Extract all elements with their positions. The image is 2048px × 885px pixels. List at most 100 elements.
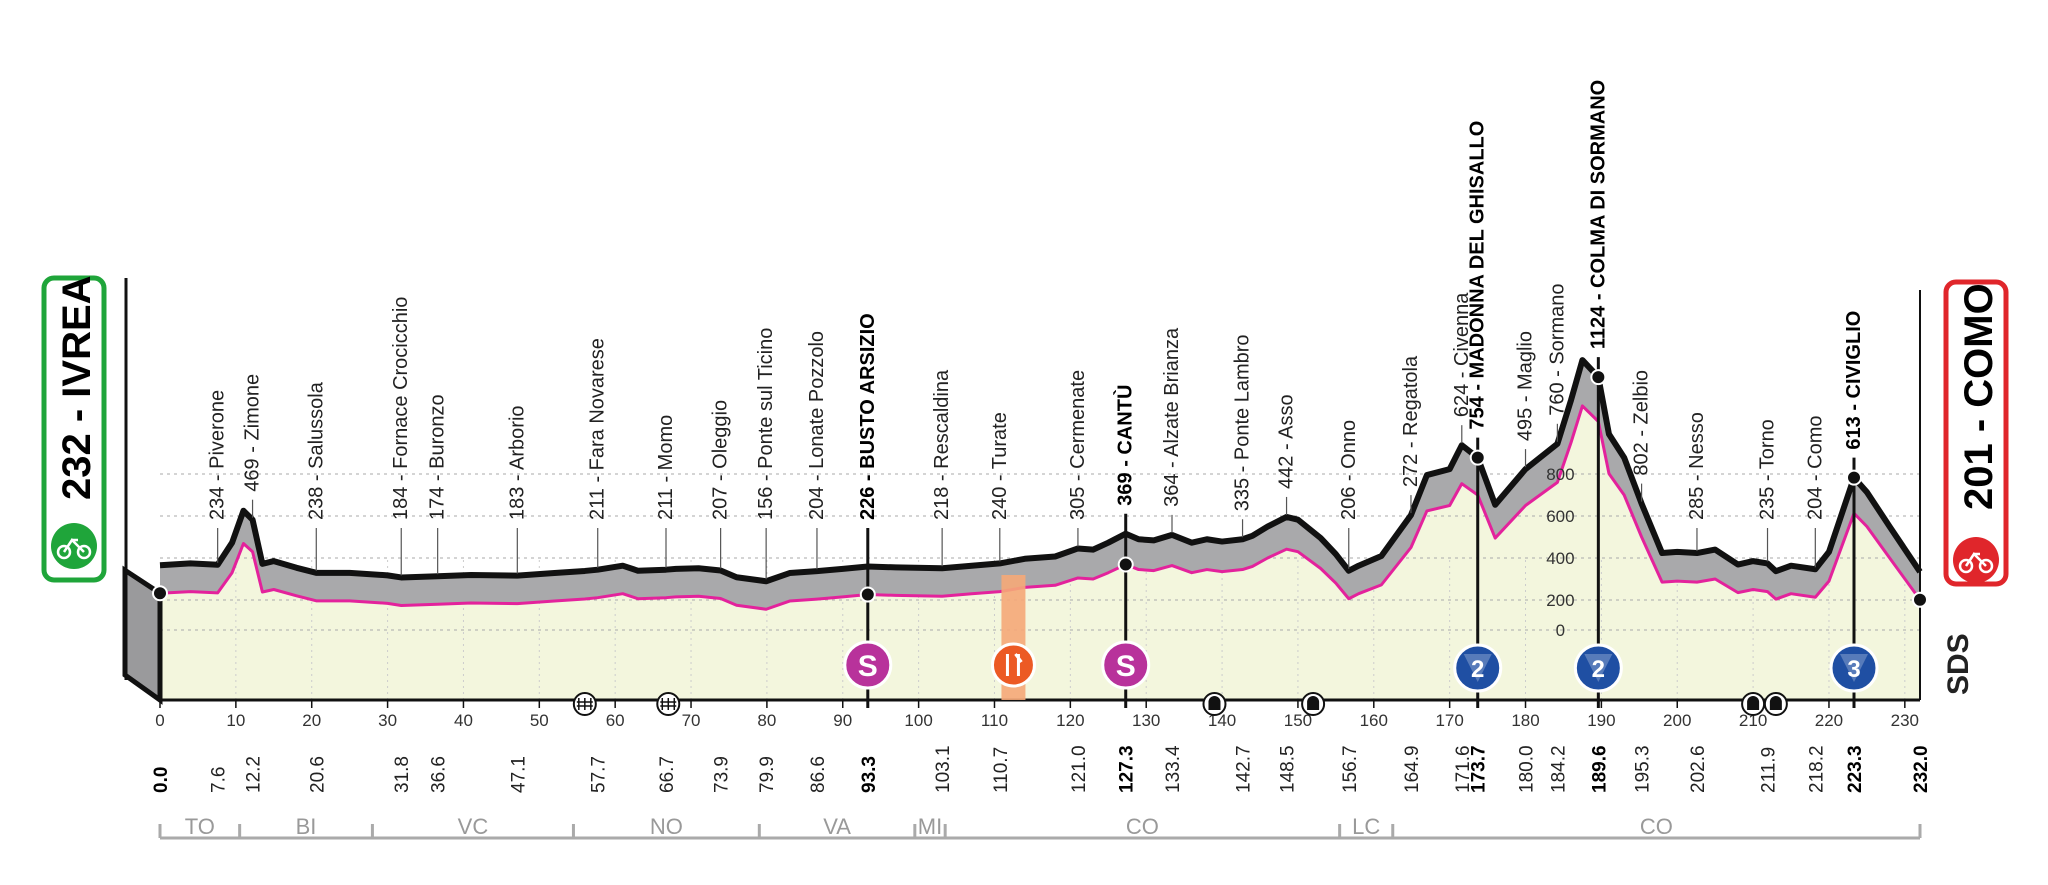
kom-triangle — [1840, 654, 1868, 682]
bike-icon — [1958, 552, 1994, 574]
tunnel-glyph — [1747, 696, 1760, 710]
level-crossing-glyph — [660, 698, 677, 710]
profile-area — [160, 405, 1920, 700]
distance-label: 31.8 — [392, 756, 413, 793]
kom-category-label: 2 — [1471, 656, 1484, 683]
location-label: 305 - Cermenate — [1067, 370, 1089, 520]
waypoint-marker — [1590, 369, 1607, 386]
distance-label: 47.1 — [508, 756, 529, 793]
province-label: BI — [296, 814, 317, 839]
distance-label: 20.6 — [307, 756, 328, 793]
location-label: 802 - Zelbio — [1631, 370, 1653, 476]
distance-label: 184.2 — [1548, 745, 1569, 793]
distance-label: 36.6 — [429, 756, 450, 793]
location-label: 335 - Ponte Lambro — [1232, 334, 1254, 511]
distance-label: 195.3 — [1633, 745, 1654, 793]
location-label: 207 - Oleggio — [710, 400, 732, 520]
location-label: 754 - MADONNA DEL GHISALLO — [1467, 121, 1489, 430]
province-label: NO — [650, 814, 683, 839]
location-label: 442 - Asso — [1276, 394, 1298, 489]
kom-category-label: 3 — [1847, 656, 1860, 683]
km-tick-label: 170 — [1435, 711, 1463, 730]
distance-label: 223.3 — [1845, 745, 1866, 793]
kom-triangle — [1463, 654, 1492, 682]
distance-label: 86.6 — [808, 756, 829, 793]
province-label: VA — [823, 814, 851, 839]
distance-label: 218.2 — [1806, 745, 1827, 793]
altitude-tick-label: 200 — [1546, 591, 1574, 610]
distance-label: 156.7 — [1340, 745, 1361, 793]
profile-baseline — [124, 278, 1921, 702]
distance-label: 79.9 — [757, 756, 778, 793]
distance-label: 73.9 — [712, 756, 733, 793]
location-label: 206 - Onno — [1338, 420, 1360, 520]
km-tick-label: 100 — [904, 711, 932, 730]
distance-label: 110.7 — [991, 747, 1012, 793]
province-label: VC — [458, 814, 489, 839]
km-tick-label: 10 — [226, 711, 245, 730]
location-label: 624 - Civenna — [1451, 292, 1473, 417]
location-label: 240 - Turate — [989, 412, 1011, 520]
altitude-tick-label: 400 — [1546, 549, 1574, 568]
finish-label: 201 - COMO — [1957, 283, 2001, 510]
km-tick-label: 150 — [1284, 711, 1312, 730]
markers — [152, 369, 1928, 608]
distance-label: 142.7 — [1234, 745, 1255, 793]
waypoint-marker — [152, 585, 168, 602]
location-label: 204 - Lonate Pozzolo — [806, 331, 828, 520]
km-tick-label: 80 — [757, 711, 776, 730]
province-bar: TO BI VC NO VA MI CO LC CO — [158, 814, 1922, 840]
location-label: 1124 - COLMA DI SORMANO — [1587, 80, 1609, 349]
feed-zone — [990, 575, 1036, 700]
waypoint-marker — [1117, 556, 1134, 573]
waypoint-marker — [859, 586, 876, 603]
distance-label: 57.7 — [589, 756, 610, 793]
km-tick-label: 50 — [530, 711, 549, 730]
distance-label: 12.2 — [244, 756, 265, 793]
altitude-tick-label: 800 — [1546, 465, 1574, 484]
start-label: 232 - IVREA — [55, 275, 99, 500]
sprint-label: S — [1116, 650, 1136, 683]
location-label: 238 - Salussola — [305, 381, 327, 520]
level-crossing-glyph — [576, 698, 593, 710]
km-tick-label: 0 — [155, 711, 164, 730]
km-tick-label: 20 — [302, 711, 321, 730]
km-tick-label: 90 — [833, 711, 852, 730]
province-label: CO — [1640, 814, 1673, 839]
waypoint-marker — [1846, 469, 1862, 486]
km-tick-label: 230 — [1891, 711, 1919, 730]
km-tick-label: 210 — [1739, 711, 1767, 730]
km-tick-labels: 0 10 20 30 40 50 60 70 80 90 100 110 120 130 140 150 160… — [155, 700, 1919, 730]
distance-label: 171.6 — [1453, 745, 1474, 793]
km-tick-label: 70 — [682, 711, 701, 730]
distance-label: 164.9 — [1402, 745, 1423, 793]
altitude-tick-label: 0 — [1556, 621, 1565, 640]
distance-label: 189.6 — [1589, 745, 1610, 793]
fork-knife-glyph — [1005, 653, 1023, 676]
location-label: 184 - Fornace Crocicchio — [390, 297, 412, 520]
altitude-tick-labels: 200 400 600 800 0 — [1546, 465, 1574, 640]
kom-icon — [1573, 643, 1623, 693]
province-label: TO — [185, 814, 215, 839]
province-label: CO — [1126, 814, 1159, 839]
distance-label: 133.4 — [1163, 745, 1184, 793]
kom-triangle — [1584, 654, 1613, 682]
location-label: 369 - CANTÙ — [1113, 385, 1137, 506]
location-label: 234 - Piverone — [207, 390, 229, 520]
distance-label: 173.7 — [1469, 745, 1490, 793]
location-label: 156 - Ponte sul Ticino — [755, 328, 777, 520]
location-label: 285 - Nesso — [1686, 412, 1708, 520]
location-label: 226 - BUSTO ARSIZIO — [857, 313, 879, 520]
distance-label: 103.1 — [933, 745, 954, 793]
finish-bike-icon — [1953, 537, 1999, 583]
km-tick-label: 190 — [1587, 711, 1615, 730]
location-label: 211 - Momo — [655, 415, 677, 520]
km-tick-label: 160 — [1360, 711, 1388, 730]
km-tick-label: 180 — [1511, 711, 1539, 730]
start-bike-icon — [51, 523, 97, 569]
waypoint-marker — [1912, 591, 1928, 608]
km-tick-label: 110 — [981, 711, 1008, 730]
distance-labels: 0.0 7.6 12.2 20.6 31.8 36.6 47.1 57.7 66.7 73.9 79… — [151, 745, 1932, 793]
km-tick-label: 30 — [378, 711, 397, 730]
